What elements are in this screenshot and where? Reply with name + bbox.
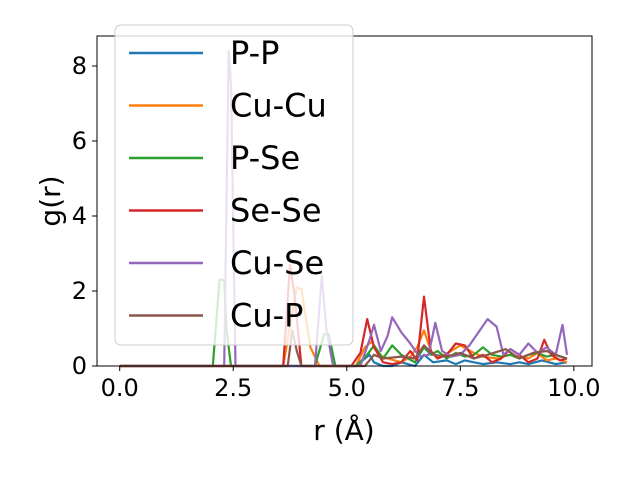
legend-label-se-se: Se-Se: [230, 192, 322, 230]
y-tick-label: 6: [72, 127, 87, 155]
legend: P-P Cu-Cu P-Se Se-Se Cu-Se Cu-P: [114, 24, 354, 346]
y-axis-ticks: 0 2 4 6 8: [72, 52, 97, 380]
legend-label-cu-cu: Cu-Cu: [230, 87, 327, 125]
y-tick-label: 8: [72, 52, 87, 80]
y-tick-label: 0: [72, 352, 87, 380]
x-tick-label: 5.0: [328, 374, 366, 402]
x-tick-label: 10.0: [547, 374, 600, 402]
series-line-p-p: [119, 353, 568, 368]
x-tick-label: 2.5: [214, 374, 252, 402]
y-tick-label: 4: [72, 202, 87, 230]
x-axis-ticks: 0.0 2.5 5.0 7.5 10.0: [101, 366, 601, 402]
x-tick-label: 7.5: [441, 374, 479, 402]
y-axis-label: g(r): [34, 175, 67, 226]
legend-label-cu-p: Cu-P: [230, 297, 303, 335]
legend-label-p-se: P-Se: [230, 139, 300, 177]
x-axis-label: r (Å): [313, 413, 374, 447]
series-line-cu-p: [119, 329, 568, 368]
legend-label-p-p: P-P: [230, 34, 279, 72]
legend-label-cu-se: Cu-Se: [230, 244, 324, 282]
y-tick-label: 2: [72, 277, 87, 305]
x-tick-label: 0.0: [101, 374, 139, 402]
